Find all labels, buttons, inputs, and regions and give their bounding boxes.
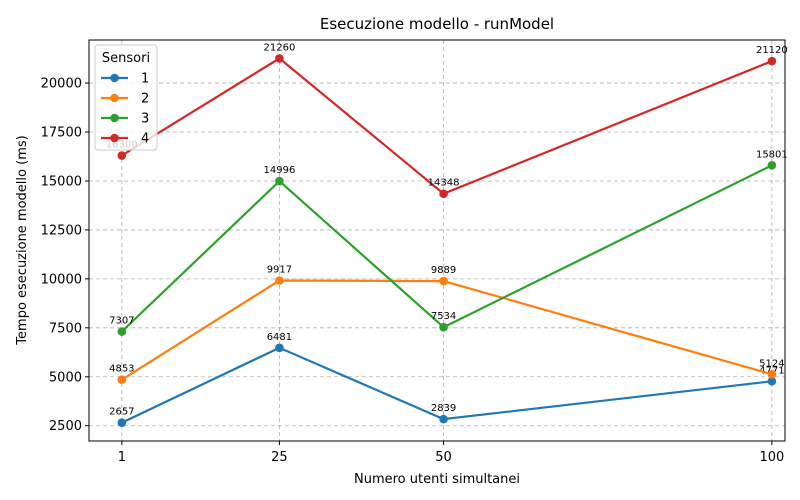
data-label: 9917 (267, 265, 292, 276)
data-label: 14996 (264, 165, 296, 176)
data-label: 21120 (756, 45, 788, 56)
y-tick-label: 12500 (41, 223, 82, 238)
plot-area (88, 39, 786, 442)
data-point (767, 56, 777, 66)
data-point (117, 375, 127, 384)
legend-title: Sensori (102, 51, 150, 66)
legend: Sensori 1 2 3 4 (94, 44, 158, 151)
data-label: 6481 (267, 332, 292, 343)
series-line (121, 57, 773, 195)
x-axis: 1 25 50 100 (118, 441, 784, 465)
data-label: 2839 (431, 403, 456, 414)
x-tick-label: 50 (435, 450, 452, 465)
y-tick-label: 7500 (49, 321, 82, 336)
legend-entry-4: 4 (101, 132, 149, 147)
legend-label: 1 (141, 72, 149, 87)
legend-marker (110, 93, 119, 103)
x-tick-label: 1 (118, 450, 126, 465)
x-axis-label: Numero utenti simultanei (354, 472, 520, 487)
data-point (439, 322, 448, 332)
chart-title: Esecuzione modello - runModel (320, 15, 554, 33)
data-label: 7534 (431, 311, 456, 322)
y-tick-label: 15000 (41, 174, 82, 189)
grid (89, 40, 785, 441)
legend-entry-1: 1 (101, 72, 149, 87)
y-tick-label: 2500 (49, 419, 82, 434)
data-label: 9889 (431, 265, 456, 276)
y-axis: 2500 5000 7500 10000 12500 15000 17500 20000 (41, 77, 89, 434)
data-point (275, 176, 284, 186)
y-tick-label: 17500 (41, 126, 82, 141)
series-line (121, 279, 773, 381)
data-point (439, 189, 448, 199)
legend-marker (110, 133, 119, 143)
data-label: 14348 (428, 178, 460, 189)
y-tick-label: 20000 (41, 77, 82, 92)
legend-entry-3: 3 (101, 112, 149, 127)
data-point (117, 327, 127, 336)
data-point (767, 376, 777, 386)
data-label: 21260 (264, 42, 296, 53)
y-tick-label: 10000 (41, 272, 82, 287)
data-label: 15801 (756, 149, 788, 160)
y-tick-label: 5000 (49, 370, 82, 385)
data-label: 5124 (759, 358, 784, 369)
data-point (275, 276, 284, 285)
series-3: 7307 14996 7534 15801 (109, 149, 788, 336)
y-axis-label: Tempo esecuzione modello (ms) (15, 135, 30, 345)
data-label: 2657 (109, 407, 134, 418)
data-point (439, 414, 448, 424)
legend-entry-2: 2 (101, 92, 149, 107)
x-tick-label: 25 (271, 450, 288, 465)
data-point (767, 160, 777, 170)
series-1: 2657648128394771 (109, 332, 785, 427)
data-point (275, 343, 284, 353)
x-tick-label: 100 (759, 450, 784, 465)
data-point (117, 418, 127, 427)
series-line (121, 164, 773, 333)
series-line (121, 346, 773, 424)
legend-label: 4 (141, 132, 149, 147)
legend-label: 3 (141, 112, 149, 127)
series-group: 2657648128394771485399179889512473071499… (106, 42, 788, 427)
series-2: 4853 9917 9889 5124 (109, 265, 785, 384)
legend-label: 2 (141, 92, 149, 107)
legend-marker (110, 73, 119, 83)
data-point (439, 276, 448, 286)
data-point (275, 54, 284, 63)
data-point (767, 370, 777, 379)
data-point (117, 151, 127, 160)
data-label: 4853 (109, 364, 134, 375)
series-4: 16300212601434821120 (106, 42, 788, 199)
data-label: 7307 (109, 316, 134, 327)
legend-marker (110, 113, 119, 123)
